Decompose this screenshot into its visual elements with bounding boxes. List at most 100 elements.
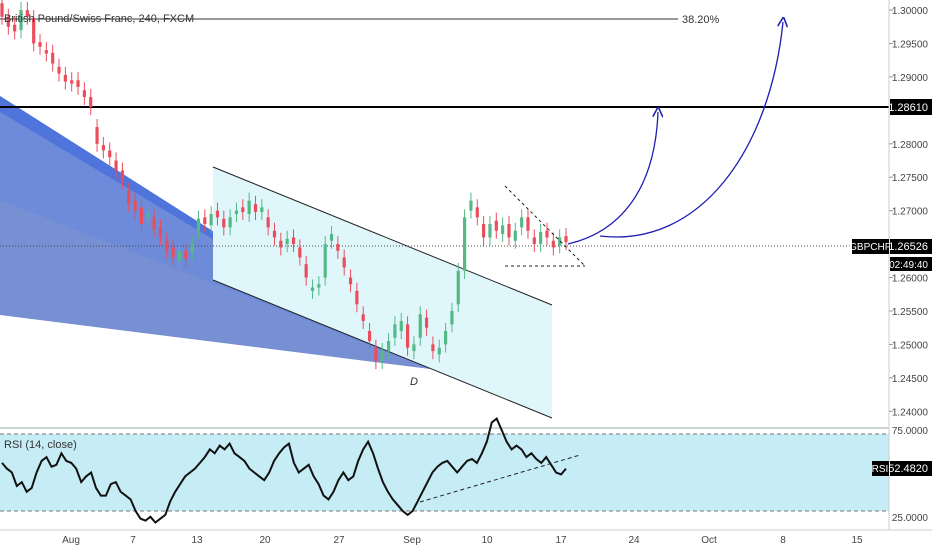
price-tick-label: 1.26000	[892, 274, 929, 285]
candle-body	[266, 217, 270, 228]
price-tick-label: 1.25000	[892, 340, 929, 351]
candle-body	[450, 310, 454, 325]
time-axis[interactable]: Aug 7 13 20 27 Sep 10 17 24 Oct 8 15	[62, 535, 863, 546]
candle-body	[545, 230, 549, 238]
candle-body	[57, 66, 61, 74]
triangle-pattern[interactable]	[504, 185, 586, 267]
candle-body	[431, 344, 435, 352]
candle-body	[291, 237, 296, 245]
candle-body	[532, 237, 536, 245]
candle-body	[63, 74, 67, 82]
rsi-line[interactable]	[1, 417, 567, 524]
candle-body	[386, 341, 391, 352]
price-tick-label: 1.25500	[892, 307, 929, 318]
chart-title: British Pound/Swiss Franc, 240, FXCM	[4, 13, 194, 25]
candle-body	[120, 170, 125, 181]
candle-body	[203, 217, 207, 225]
candle-body	[412, 344, 416, 352]
rsi-tick-label: 75.0000	[892, 426, 929, 437]
price-axis[interactable]: 1.300001.295001.290001.285001.280001.275…	[889, 6, 928, 418]
candle-body	[171, 247, 175, 258]
candle-body	[279, 240, 283, 248]
candle-body	[437, 347, 441, 355]
candle-body	[253, 203, 258, 212]
time-tick-label: 8	[780, 535, 786, 546]
price-tick-label: 1.28000	[892, 140, 929, 151]
candle-body	[456, 270, 460, 305]
candle-body	[228, 217, 232, 228]
countdown-tag: 02:49:40	[889, 257, 932, 271]
candle-body	[342, 257, 346, 268]
candle-body	[76, 80, 80, 87]
rsi-tick-label: 25.0000	[892, 513, 929, 524]
candle-body	[152, 217, 156, 230]
rsi-tag-label: RSI	[872, 461, 889, 476]
symbol-tag: GBPCHF	[849, 239, 891, 254]
candle-body	[329, 234, 334, 241]
candle-body	[285, 238, 289, 245]
time-tick-label: 10	[481, 535, 493, 546]
price-tick-label: 1.27000	[892, 207, 929, 218]
candle-body	[25, 10, 29, 17]
fib-label: 38.20%	[682, 14, 720, 26]
svg-text:02:49:40: 02:49:40	[889, 260, 928, 271]
candle-body	[463, 217, 467, 271]
candle-body	[108, 150, 112, 158]
candle-body	[215, 210, 220, 218]
candle-body	[501, 225, 505, 235]
candle-body	[158, 227, 163, 238]
candle-body	[494, 220, 498, 231]
time-tick-label: Sep	[403, 535, 421, 546]
time-tick-label: 13	[191, 535, 203, 546]
candle-body	[51, 52, 55, 64]
candle-body	[0, 3, 4, 17]
candle-body	[6, 16, 10, 27]
rsi-title: RSI (14, close)	[4, 439, 77, 451]
time-tick-label: 27	[333, 535, 345, 546]
price-tick-label: 1.24000	[892, 407, 929, 418]
price-tick-label: 1.24500	[892, 374, 929, 385]
candle-body	[475, 207, 479, 218]
rsi-axis[interactable]: 75.0000 25.0000	[892, 426, 929, 524]
candlestick-series[interactable]	[0, 0, 568, 370]
price-tick-label: 1.29500	[892, 39, 929, 50]
candle-body	[114, 160, 118, 171]
rsi-band	[0, 434, 889, 511]
candle-body	[32, 18, 36, 44]
candle-body	[374, 347, 378, 362]
time-tick-label: 24	[628, 535, 640, 546]
candle-body	[298, 247, 302, 258]
candle-body	[355, 290, 359, 305]
candle-body	[70, 80, 74, 84]
candle-body	[260, 207, 264, 212]
price-tick-label: 1.30000	[892, 6, 929, 17]
candle-body	[19, 10, 23, 31]
projection-arrows[interactable]	[567, 22, 783, 245]
last-price-tag: 1.26526	[888, 239, 932, 254]
candle-body	[539, 232, 543, 245]
svg-text:RSI: RSI	[872, 464, 889, 475]
time-tick-label: Aug	[62, 535, 80, 546]
candle-body	[247, 200, 251, 214]
candle-body	[101, 145, 105, 151]
time-tick-label: Oct	[701, 535, 717, 546]
candle-body	[336, 244, 340, 251]
candle-body	[184, 250, 188, 259]
candle-body	[526, 217, 530, 231]
candle-body	[513, 230, 517, 241]
candle-body	[399, 321, 403, 332]
candle-body	[564, 236, 568, 243]
candle-body	[361, 314, 365, 321]
candle-body	[13, 24, 17, 32]
candle-body	[551, 240, 555, 248]
price-tick-label: 1.27500	[892, 173, 929, 184]
candle-body	[127, 190, 131, 204]
candle-body	[488, 224, 492, 238]
candle-body	[520, 217, 524, 228]
candle-body	[196, 218, 201, 231]
svg-text:1.26526: 1.26526	[888, 241, 928, 253]
candle-body	[177, 250, 182, 261]
candle-body	[190, 244, 194, 253]
candle-body	[272, 230, 277, 238]
